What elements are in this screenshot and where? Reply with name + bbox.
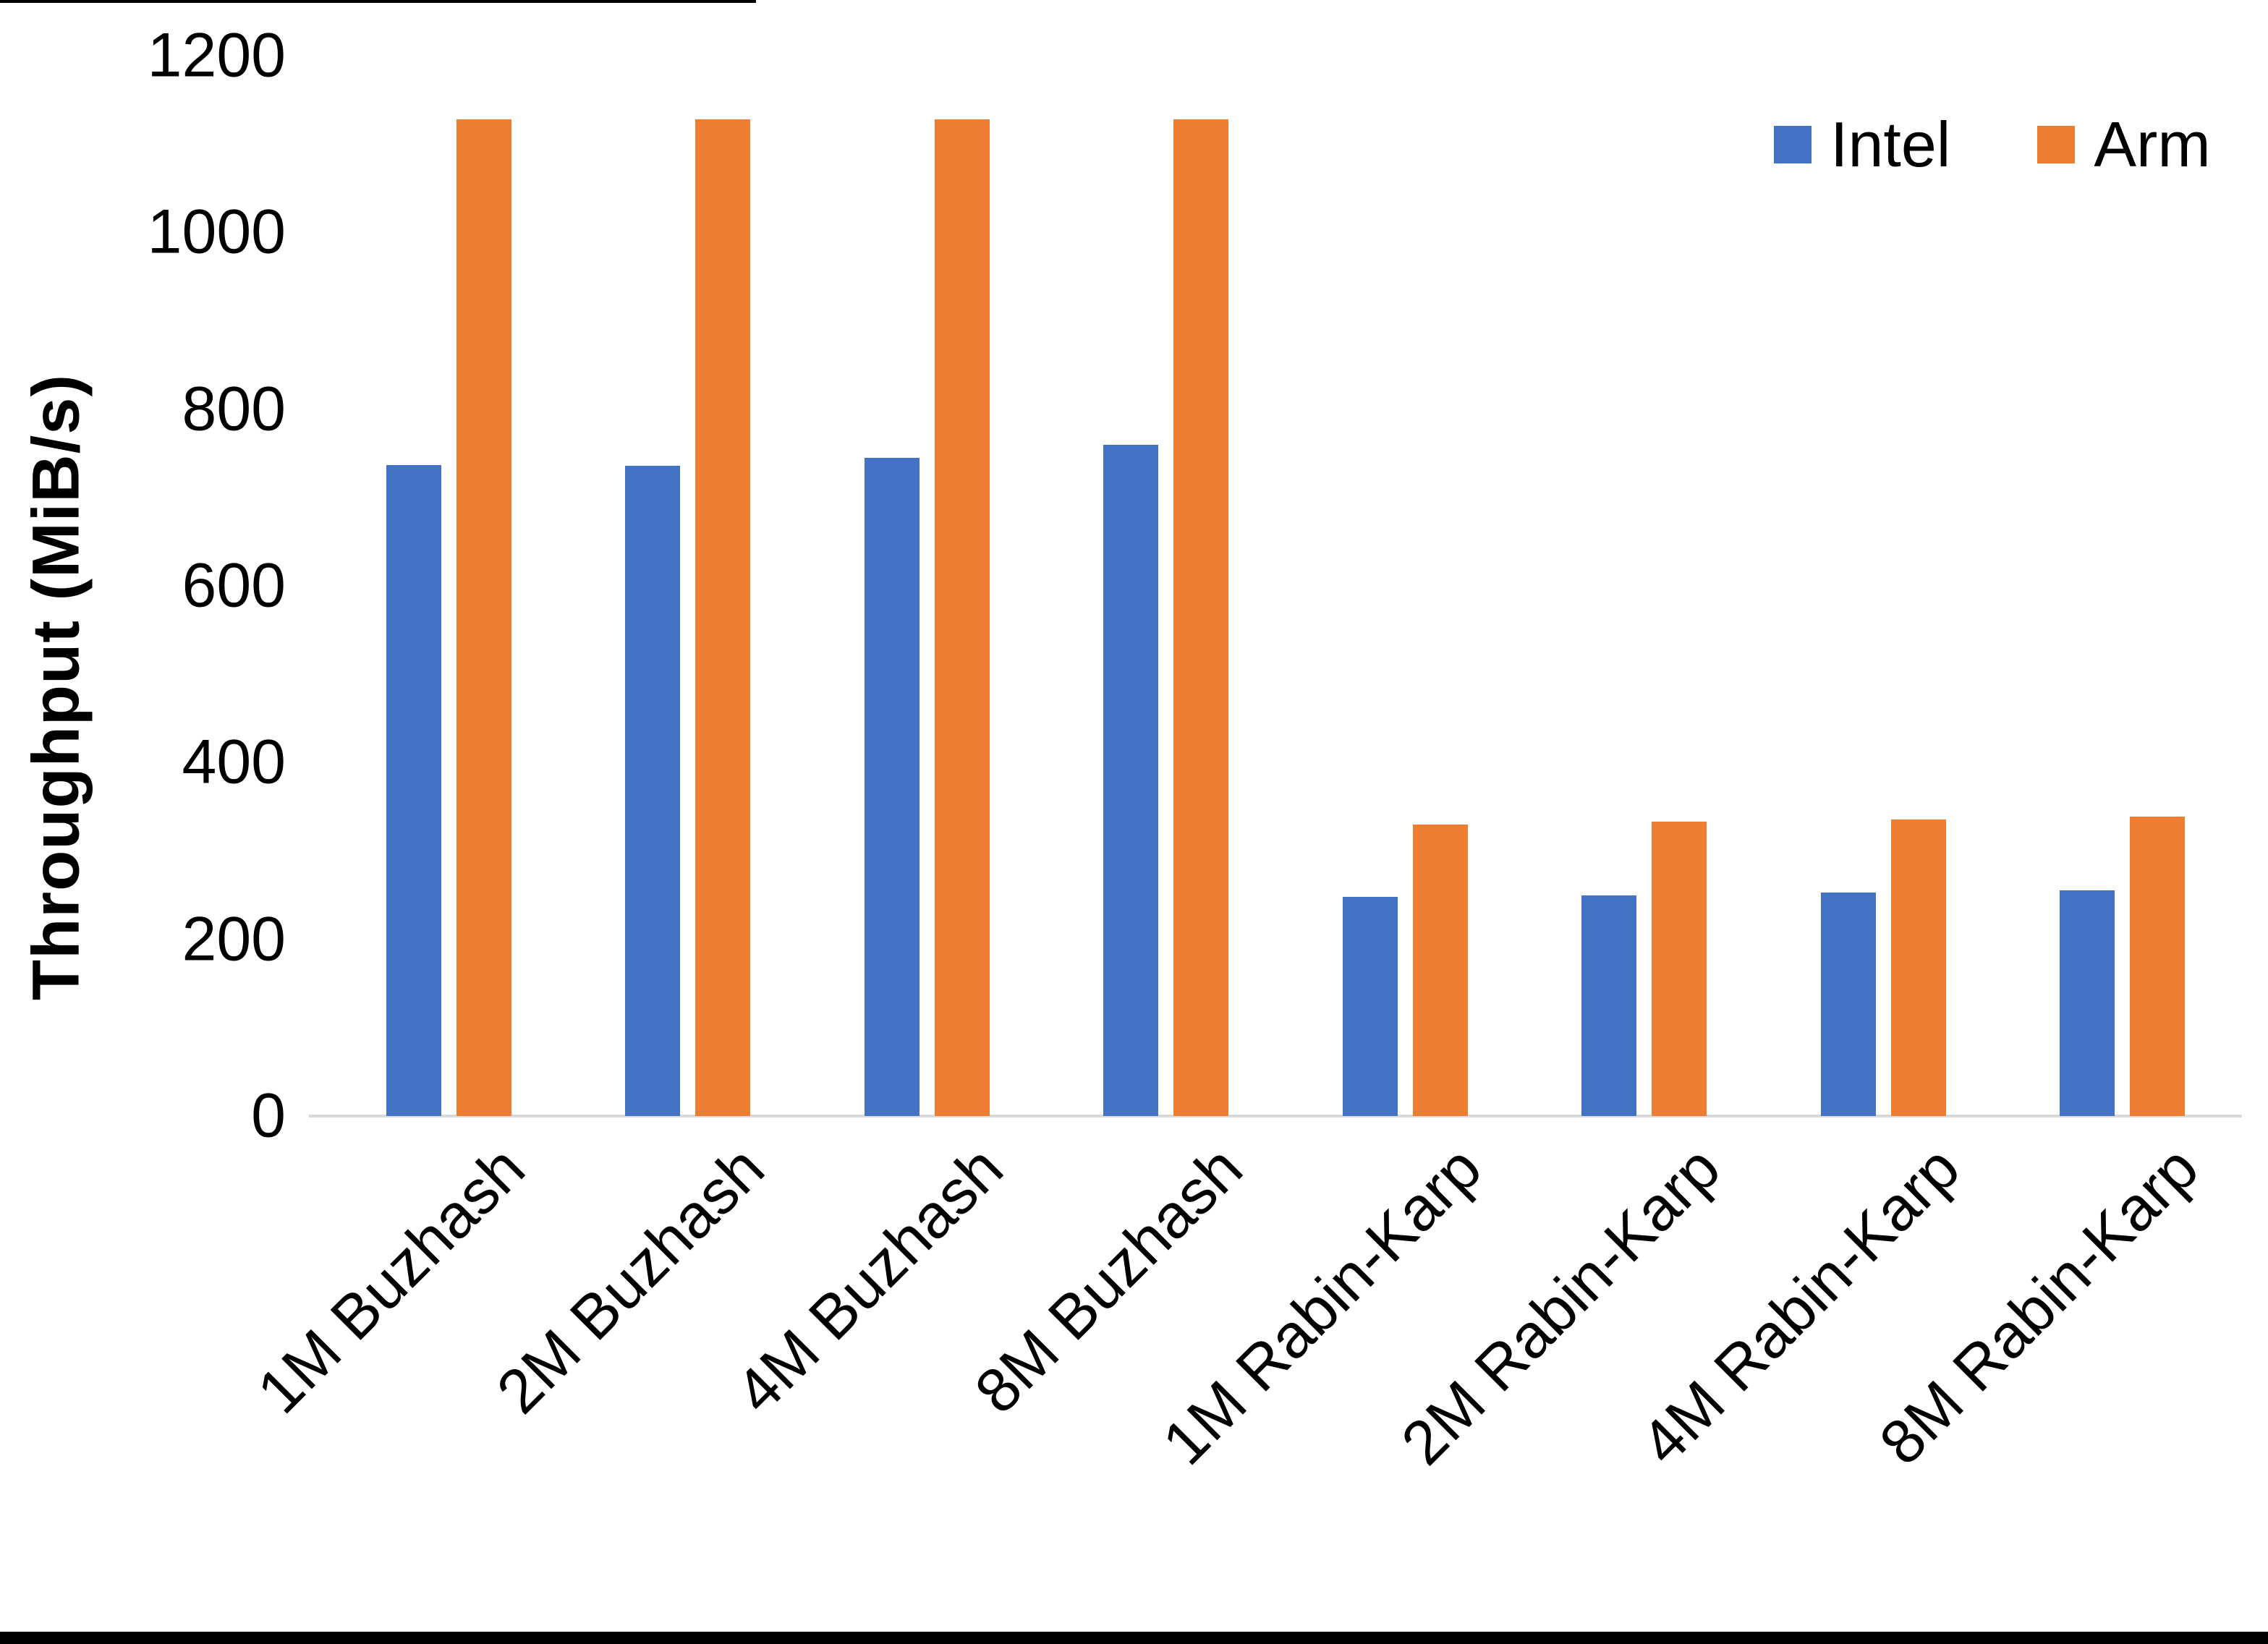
legend-item-arm: Arm [2037, 108, 2211, 180]
x-axis-line [309, 1115, 2242, 1117]
bar-group-1m-buzhash [329, 56, 569, 1116]
legend-label-arm: Arm [2094, 108, 2211, 180]
y-tick-800: 800 [182, 374, 286, 444]
bar-arm-1m-buzhash [456, 119, 511, 1116]
bar-intel-2m-rabin-karp [1581, 895, 1637, 1116]
bar-group-8m-rabin-karp [2003, 56, 2243, 1116]
bar-intel-1m-buzhash [386, 464, 441, 1116]
screenshot-top-border [0, 0, 756, 3]
bar-intel-8m-buzhash [1103, 444, 1159, 1116]
legend: Intel Arm [1774, 113, 2211, 176]
bar-group-2m-buzhash [569, 56, 808, 1116]
bar-arm-2m-buzhash [695, 119, 751, 1116]
plot-area [309, 56, 2242, 1117]
y-tick-0: 0 [251, 1081, 286, 1151]
bar-intel-1m-rabin-karp [1342, 897, 1398, 1116]
y-tick-200: 200 [182, 904, 286, 974]
bar-group-4m-rabin-karp [1764, 56, 2003, 1116]
x-axis-labels: 1M Buzhash 2M Buzhash 4M Buzhash 8M Buzhash… [245, 1127, 2242, 1561]
bar-arm-4m-rabin-karp [1890, 819, 1946, 1116]
bar-group-1m-rabin-karp [1286, 56, 1525, 1116]
bar-arm-8m-rabin-karp [2130, 816, 2186, 1116]
legend-item-intel: Intel [1774, 113, 1950, 176]
legend-label-intel: Intel [1830, 108, 1951, 180]
bar-arm-1m-rabin-karp [1412, 824, 1468, 1116]
intel-series-swatch [1774, 126, 1812, 163]
arm-series-swatch [2037, 126, 2076, 163]
bar-intel-2m-buzhash [625, 465, 681, 1116]
bar-group-2m-rabin-karp [1525, 56, 1764, 1116]
bar-group-4m-buzhash [807, 56, 1047, 1116]
plot-area-groups [329, 56, 2242, 1116]
bar-intel-8m-rabin-karp [2060, 890, 2115, 1116]
bar-arm-4m-buzhash [934, 119, 990, 1116]
y-axis-ticks: 0 200 400 600 800 1000 1200 [0, 21, 286, 1151]
bar-arm-2m-rabin-karp [1652, 822, 1707, 1116]
y-tick-400: 400 [182, 727, 286, 797]
bar-intel-4m-buzhash [864, 457, 919, 1116]
bar-arm-8m-buzhash [1173, 119, 1229, 1116]
screenshot-bottom-border [0, 1632, 2268, 1644]
bar-intel-4m-rabin-karp [1820, 892, 1876, 1116]
y-tick-1200: 1200 [147, 20, 286, 90]
bar-group-8m-buzhash [1047, 56, 1286, 1116]
y-tick-1000: 1000 [147, 197, 286, 267]
y-tick-600: 600 [182, 550, 286, 621]
